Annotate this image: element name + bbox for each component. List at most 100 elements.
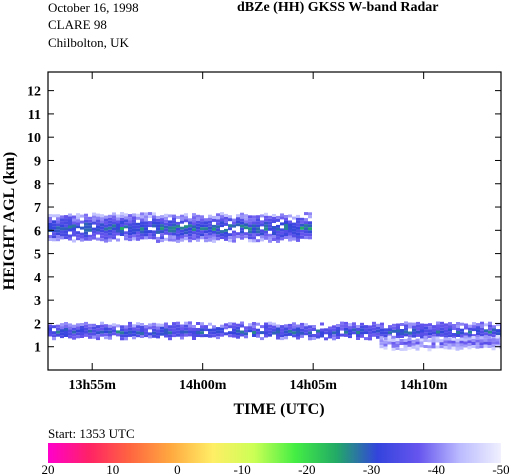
y-tick-label: 2 [34, 317, 41, 332]
echo-cell [172, 334, 176, 338]
echo-cell [52, 214, 56, 218]
echo-cell [252, 334, 256, 337]
echo-cell [288, 223, 292, 227]
echo-cell [196, 235, 200, 239]
echo-cell [264, 233, 268, 237]
echo-cell [168, 223, 172, 227]
echo-cell [116, 226, 120, 230]
echo-cell [292, 216, 296, 220]
echo-cell [280, 216, 284, 220]
echo-cell [220, 230, 224, 234]
echo-cell [292, 222, 296, 226]
echo-cell [420, 326, 424, 330]
echo-cell [228, 236, 232, 240]
echo-cell [56, 333, 60, 337]
echo-cell [344, 321, 348, 325]
echo-cell [336, 330, 340, 333]
echo-cell [80, 220, 84, 224]
echo-cell [200, 236, 204, 240]
echo-cell [200, 230, 204, 234]
echo-cell [224, 231, 228, 235]
echo-cell [376, 329, 380, 333]
echo-cell [164, 228, 168, 232]
echo-cell [100, 333, 104, 337]
echo-cell [120, 224, 124, 227]
echo-cell [76, 231, 80, 235]
echo-cell [443, 337, 448, 341]
echo-cell [64, 227, 68, 231]
echo-cell [484, 332, 488, 336]
x-axis: 13h55m 14h00m 14h05m 14h10m [68, 72, 448, 393]
echo-cell [304, 233, 308, 237]
echo-cell [156, 224, 160, 228]
echo-cell [348, 326, 352, 330]
echo-cell [100, 214, 104, 218]
echo-cell [140, 329, 144, 332]
echo-cell [220, 212, 224, 216]
echo-cell [48, 327, 52, 331]
echo-cell [88, 228, 92, 232]
echo-cell [388, 325, 392, 329]
echo-cell [172, 322, 176, 326]
echo-cell [436, 324, 440, 328]
echo-cell [244, 335, 248, 339]
echo-cell [264, 230, 268, 234]
echo-cell [415, 338, 420, 342]
echo-cell [256, 224, 260, 228]
echo-cell [220, 224, 224, 228]
echo-cell [423, 339, 428, 342]
echo-cell [268, 224, 272, 228]
echo-cell [467, 346, 472, 350]
echo-cell [204, 227, 208, 231]
echo-cell [467, 343, 472, 347]
echo-cell [84, 333, 88, 337]
echo-cell [72, 215, 76, 219]
echo-cell [112, 212, 116, 216]
echo-cell [208, 226, 212, 230]
echo-cell [280, 228, 284, 232]
echo-cell [208, 235, 212, 239]
echo-cell [132, 231, 136, 235]
echo-cell [192, 234, 196, 238]
echo-cell [164, 328, 168, 332]
echo-cell [160, 218, 164, 222]
echo-cell [292, 234, 296, 238]
echo-cell [180, 220, 184, 224]
echo-cell [100, 321, 104, 325]
echo-cell [399, 342, 404, 345]
echo-cell [248, 323, 252, 327]
echo-cell [200, 233, 204, 237]
echo-cell [296, 327, 300, 331]
echo-cell [232, 328, 236, 332]
echo-cell [104, 236, 108, 240]
echo-cell [420, 332, 424, 336]
echo-cell [108, 327, 112, 331]
echo-cell [56, 324, 60, 328]
echo-cell [296, 226, 300, 230]
echo-cell [180, 330, 184, 334]
echo-cell [252, 215, 256, 219]
echo-cell [148, 233, 152, 237]
echo-cell [284, 227, 288, 230]
echo-cell [276, 233, 280, 237]
echo-cell [292, 328, 296, 332]
echo-cell [400, 323, 404, 326]
echo-cell [48, 220, 52, 223]
echo-cell [427, 348, 432, 352]
echo-cell [284, 221, 288, 224]
echo-cell [292, 322, 296, 326]
echo-cell [480, 321, 484, 325]
echo-cell [451, 337, 456, 341]
echo-cell [104, 336, 108, 340]
echo-cell [272, 232, 276, 235]
echo-cell [268, 239, 272, 243]
echo-cell [312, 325, 316, 328]
echo-cell [236, 329, 240, 333]
echo-cell [424, 323, 428, 327]
echo-cell [68, 216, 72, 220]
echo-cell [224, 237, 228, 241]
echo-cell [196, 322, 200, 325]
echo-cell [260, 337, 264, 341]
echo-cell [308, 230, 312, 234]
